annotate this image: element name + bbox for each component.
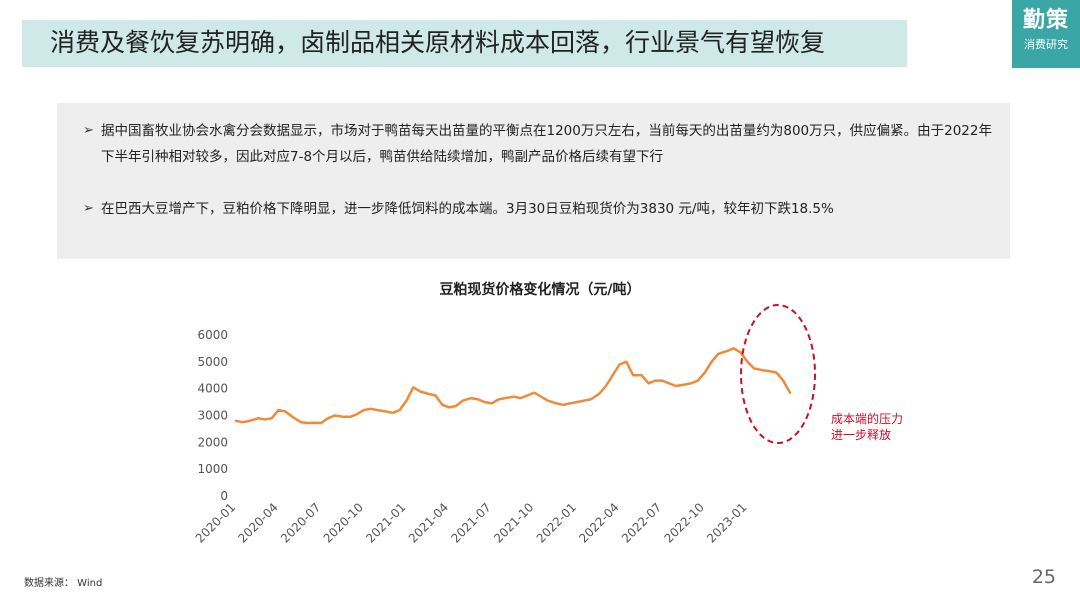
y-tick-label: 3000 [197, 409, 228, 423]
x-tick-label: 2020-07 [278, 500, 323, 545]
bullet-item: ➢ 在巴西大豆增产下，豆粕价格下降明显，进一步降低饲料的成本端。3月30日豆粕现… [83, 196, 996, 222]
x-tick-label: 2022-01 [534, 500, 579, 545]
brand-name: 勤策 [1022, 8, 1069, 33]
x-tick-label: 2020-01 [193, 500, 238, 545]
x-tick-label: 2022-10 [662, 500, 707, 545]
x-tick-label: 2021-10 [491, 500, 536, 545]
bullet-item: ➢ 据中国畜牧业协会水禽分会数据显示，市场对于鸭苗每天出苗量的平衡点在1200万… [83, 118, 996, 170]
x-tick-label: 2023-01 [704, 500, 749, 545]
brand-subtitle: 消费研究 [1024, 38, 1068, 51]
arrow-bullet-icon: ➢ [83, 123, 94, 138]
x-tick-label: 2020-04 [235, 500, 280, 545]
y-tick-label: 1000 [197, 462, 228, 476]
y-tick-label: 5000 [197, 355, 228, 369]
page-title: 消费及餐饮复苏明确，卤制品相关原材料成本回落，行业景气有望恢复 [50, 28, 826, 57]
summary-box: ➢ 据中国畜牧业协会水禽分会数据显示，市场对于鸭苗每天出苗量的平衡点在1200万… [57, 103, 1010, 259]
title-bar: 消费及餐饮复苏明确，卤制品相关原材料成本回落，行业景气有望恢复 [22, 20, 907, 67]
series-line [234, 347, 792, 425]
data-source: 数据来源： Wind [24, 578, 103, 589]
x-tick-label: 2021-04 [406, 500, 451, 545]
y-tick-label: 2000 [197, 435, 228, 449]
x-tick-label: 2022-04 [576, 500, 621, 545]
page-number: 25 [1031, 566, 1056, 588]
y-tick-label: 4000 [197, 382, 228, 396]
annotation-text: 成本端的压力 [831, 411, 903, 426]
bullet-text: 据中国畜牧业协会水禽分会数据显示，市场对于鸭苗每天出苗量的平衡点在1200万只左… [101, 123, 992, 165]
x-tick-label: 2021-07 [448, 500, 493, 545]
x-tick-label: 2022-07 [619, 500, 664, 545]
bullet-text: 在巴西大豆增产下，豆粕价格下降明显，进一步降低饲料的成本端。3月30日豆粕现货价… [101, 201, 834, 217]
y-tick-label: 6000 [197, 328, 228, 342]
x-tick-label: 2021-01 [363, 500, 408, 545]
annotation-text: 进一步释放 [831, 427, 891, 442]
y-tick-label: 0 [220, 489, 228, 503]
arrow-bullet-icon: ➢ [83, 201, 94, 216]
highlight-ellipse [740, 304, 816, 444]
x-tick-label: 2020-10 [321, 500, 366, 545]
brand-logo: 勤策 消费研究 [1012, 0, 1080, 68]
chart-title: 豆粕现货价格变化情况（元/吨） [439, 282, 641, 298]
